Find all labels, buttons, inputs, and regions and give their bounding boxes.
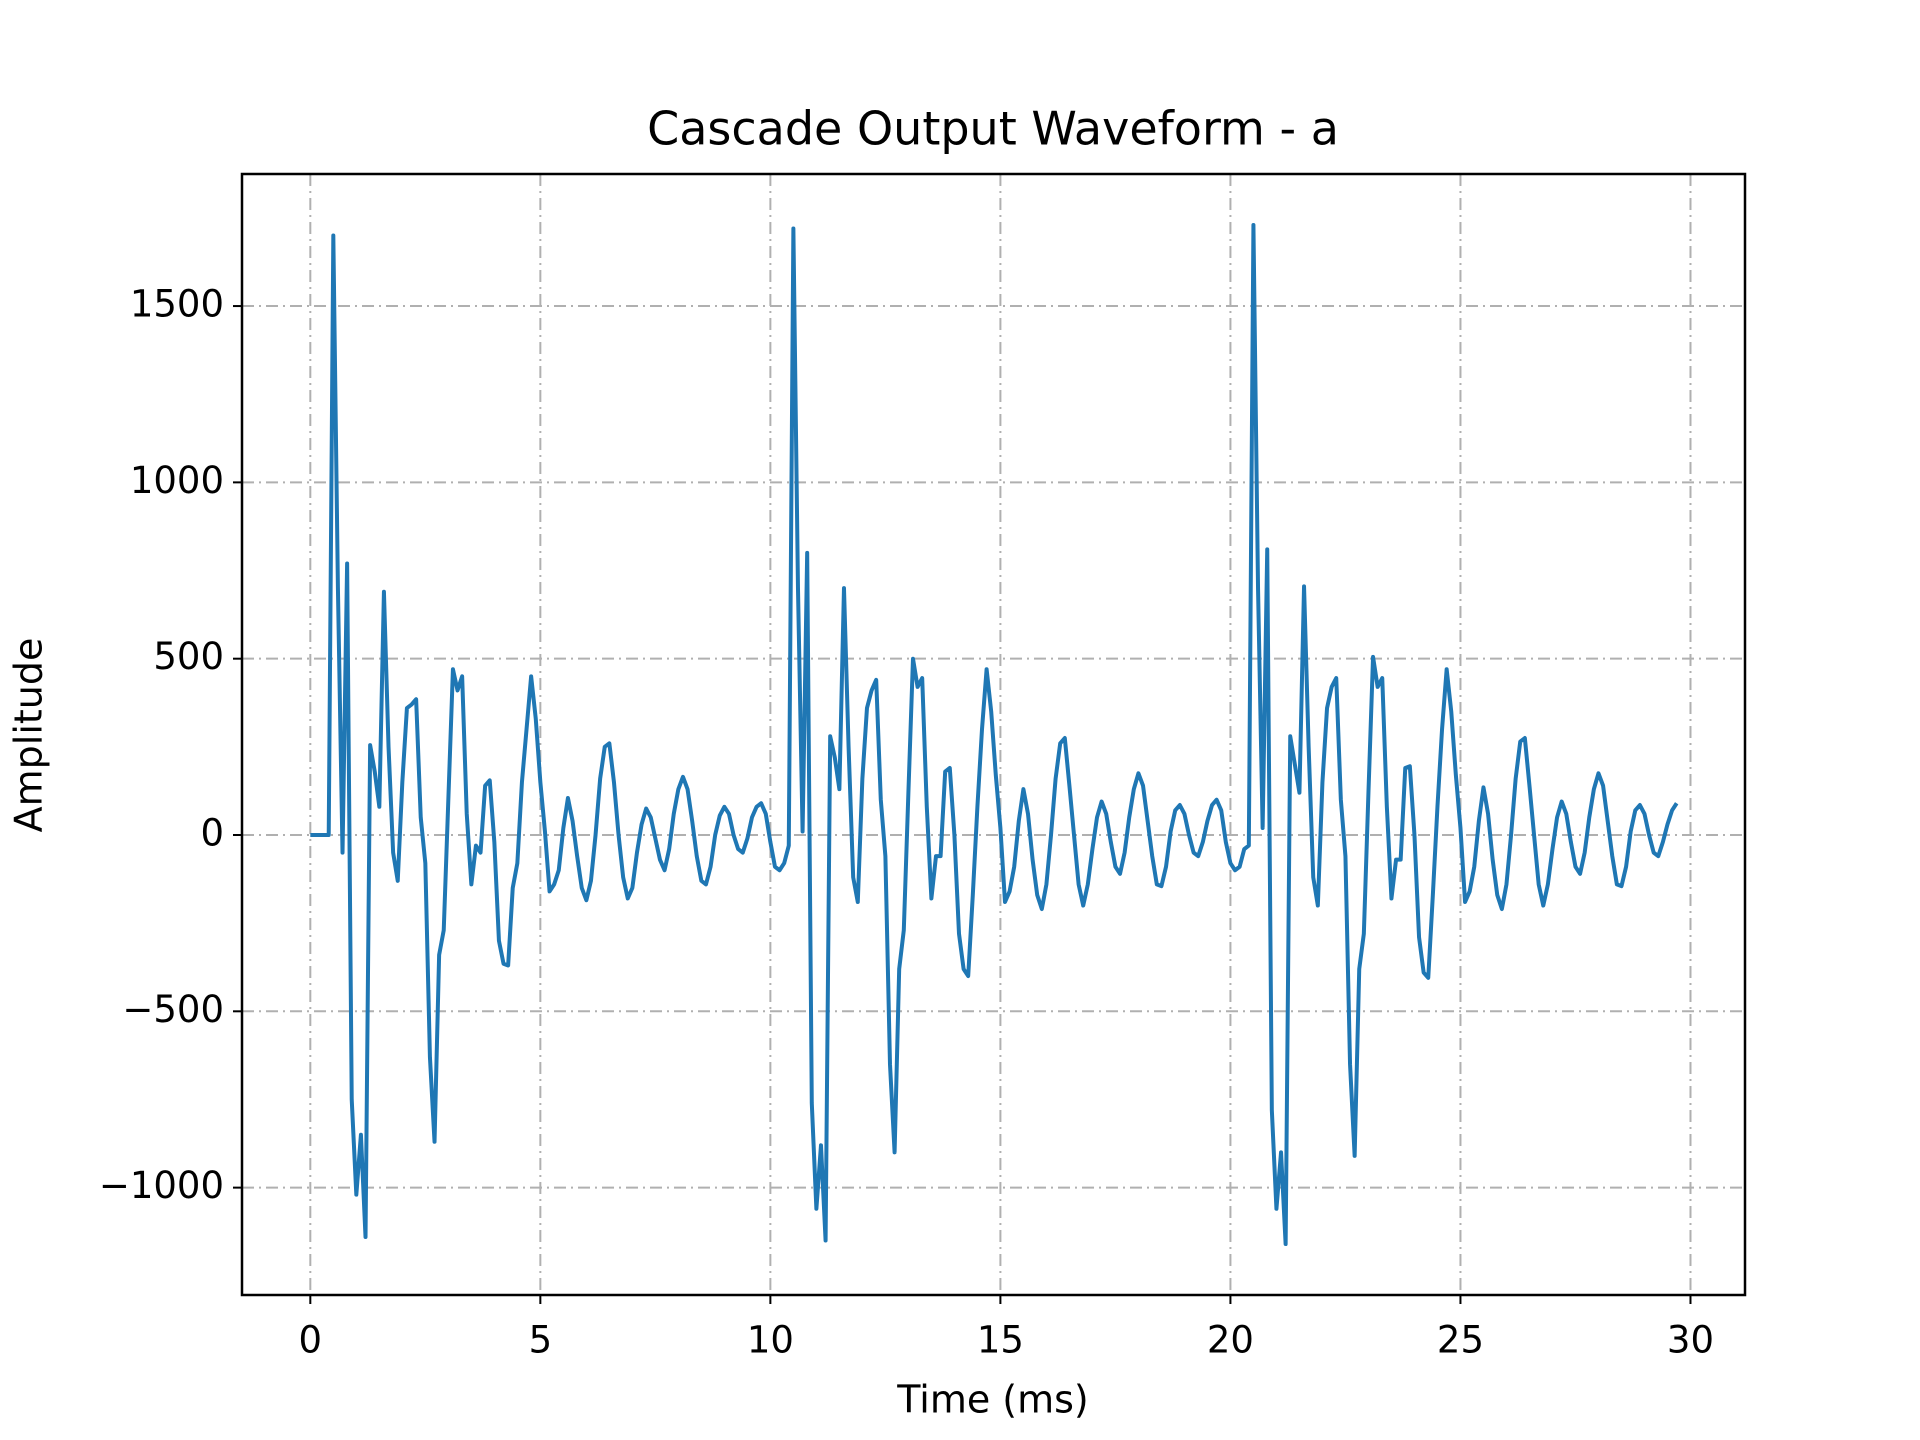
data-line — [310, 222, 1679, 1247]
plot-frame — [240, 172, 1747, 1297]
x-tick-label: 30 — [1667, 1319, 1714, 1362]
y-tick-label: −500 — [122, 988, 224, 1031]
y-tick-label: 0 — [200, 811, 224, 854]
x-axis-label: Time (ms) — [896, 1378, 1089, 1422]
x-tick-label: 10 — [747, 1319, 794, 1362]
y-tick-label: 500 — [153, 635, 224, 678]
chart-title: Cascade Output Waveform - a — [647, 102, 1339, 156]
x-tick-label: 20 — [1207, 1319, 1254, 1362]
y-axis-label: Amplitude — [7, 638, 51, 833]
y-tick-label: 1500 — [130, 283, 224, 326]
x-tick-label: 15 — [977, 1319, 1024, 1362]
x-tick-label: 25 — [1437, 1319, 1484, 1362]
x-tick-label: 0 — [299, 1319, 323, 1362]
x-tick-label: 5 — [529, 1319, 553, 1362]
y-tick-label: 1000 — [130, 459, 224, 502]
y-tick-label: −1000 — [99, 1164, 224, 1207]
